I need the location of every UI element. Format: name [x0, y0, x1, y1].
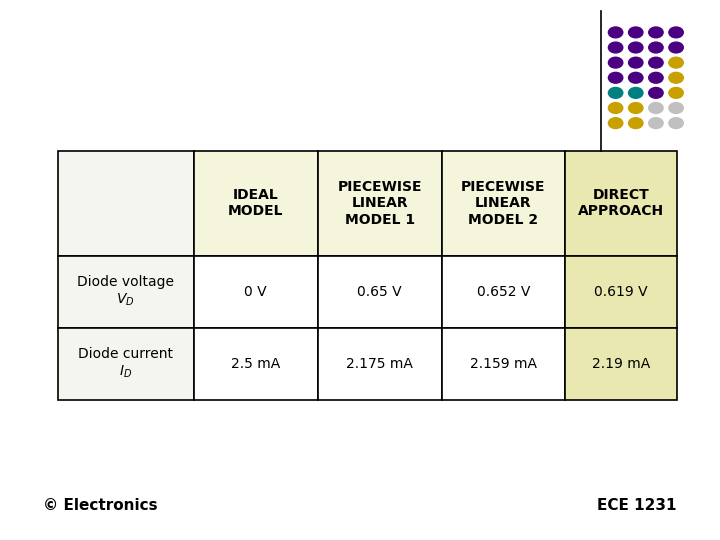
Text: IDEAL
MODEL: IDEAL MODEL: [228, 188, 284, 219]
Text: 0.65 V: 0.65 V: [357, 285, 402, 299]
Text: 2.159 mA: 2.159 mA: [470, 356, 537, 370]
Text: 0.652 V: 0.652 V: [477, 285, 530, 299]
Text: 0 V: 0 V: [244, 285, 267, 299]
Text: DIRECT
APPROACH: DIRECT APPROACH: [578, 188, 664, 219]
Text: 0.619 V: 0.619 V: [594, 285, 648, 299]
Text: 2.175 mA: 2.175 mA: [346, 356, 413, 370]
Text: © Electronics: © Electronics: [43, 498, 158, 513]
Text: 2.19 mA: 2.19 mA: [592, 356, 650, 370]
Text: PIECEWISE
LINEAR
MODEL 2: PIECEWISE LINEAR MODEL 2: [462, 180, 546, 227]
Text: 2.5 mA: 2.5 mA: [231, 356, 280, 370]
Text: Diode voltage
$V_D$: Diode voltage $V_D$: [77, 275, 174, 308]
Text: Diode current
$I_D$: Diode current $I_D$: [78, 347, 174, 380]
Text: PIECEWISE
LINEAR
MODEL 1: PIECEWISE LINEAR MODEL 1: [338, 180, 422, 227]
Text: ECE 1231: ECE 1231: [598, 498, 677, 513]
